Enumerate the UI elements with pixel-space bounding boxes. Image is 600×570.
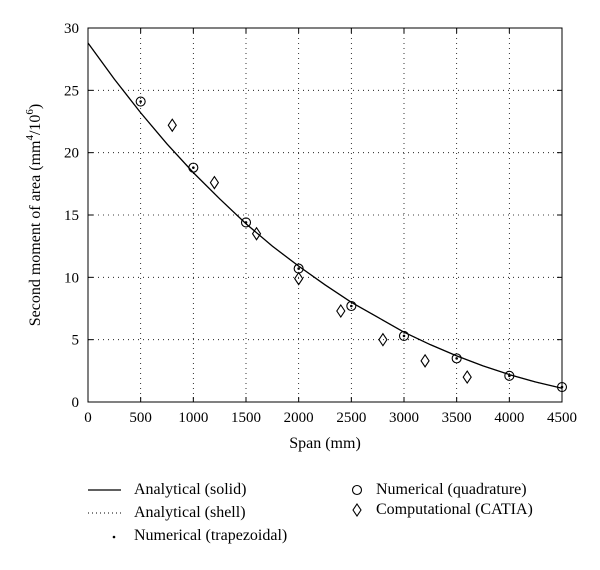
y-tick-label: 20	[64, 146, 79, 162]
catia-point	[294, 271, 304, 286]
legend-label: Numerical (trapezoidal)	[134, 527, 288, 545]
y-tick-label: 10	[64, 270, 79, 286]
diamond-icon	[352, 503, 362, 518]
y-tick-label: 5	[72, 333, 80, 349]
x-tick-label: 4000	[494, 410, 524, 426]
series-solid-line	[87, 42, 563, 389]
x-tick-label: 4500	[547, 410, 577, 426]
trapezoidal-point	[455, 357, 458, 360]
solid-line-path	[87, 42, 563, 389]
series-dot	[139, 100, 564, 389]
catia-point	[420, 353, 430, 368]
legend-item-analytical-solid: Analytical (solid)	[88, 480, 246, 500]
x-tick-label: 3000	[389, 410, 419, 426]
legend-label: Analytical (solid)	[134, 481, 247, 499]
y-tick-label: 30	[64, 21, 79, 37]
series-layer	[87, 42, 568, 393]
x-tick-label: 0	[84, 410, 92, 426]
dotted-line-path	[87, 42, 563, 389]
x-tick-label: 1500	[231, 410, 261, 426]
legend: Analytical (solid) Analytical (shell) Nu…	[0, 470, 600, 570]
legend-item-numerical-quadrature: Numerical (quadrature)	[350, 480, 527, 500]
legend-label: Numerical (quadrature)	[376, 481, 527, 499]
x-axis-title: Span (mm)	[289, 435, 361, 452]
plot-frame	[87, 27, 563, 403]
grid-lines	[88, 28, 562, 402]
x-tick-label: 500	[129, 410, 152, 426]
quadrature-point	[451, 353, 462, 364]
catia-point	[378, 332, 388, 347]
series-diamond	[167, 118, 472, 385]
trapezoidal-point	[244, 221, 248, 224]
legend-item-analytical-shell: Analytical (shell)	[88, 503, 246, 523]
quadrature-point	[188, 162, 199, 173]
dotted-line-icon	[88, 512, 121, 514]
axis-ticks: 0 500 1000 1500 2000 2500 3000 3500 4000 4500 0 5 10…	[64, 21, 577, 426]
legend-label: Analytical (shell)	[134, 504, 246, 522]
chart-plot: 0 500 1000 1500 2000 2500 3000 3500 4000 4500 0 5 10…	[24, 21, 577, 452]
dot-icon	[112, 536, 116, 539]
quadrature-point	[240, 217, 252, 228]
x-tick-label: 3500	[442, 410, 472, 426]
legend-item-numerical-trapezoidal: Numerical (trapezoidal)	[108, 526, 287, 546]
solid-line-icon	[88, 489, 121, 491]
series-circle	[135, 96, 568, 393]
catia-point	[209, 175, 220, 190]
y-axis-title: Second moment of area (mm4/106)	[24, 104, 44, 327]
trapezoidal-point	[297, 267, 300, 270]
trapezoidal-point	[350, 304, 353, 308]
trapezoidal-point	[402, 334, 406, 338]
trapezoidal-point	[192, 166, 195, 169]
x-tick-label: 2000	[284, 410, 314, 426]
circle-icon	[351, 485, 363, 496]
trapezoidal-point	[508, 374, 511, 378]
y-tick-label: 25	[64, 83, 79, 99]
catia-point	[251, 226, 262, 241]
quadrature-point	[135, 96, 146, 107]
legend-label: Computational (CATIA)	[376, 501, 533, 519]
quadrature-point	[346, 300, 357, 312]
y-tick-label: 15	[64, 208, 79, 224]
legend-item-computational-catia: Computational (CATIA)	[350, 500, 533, 520]
catia-point	[167, 118, 177, 133]
quadrature-point	[504, 370, 515, 381]
y-tick-label: 0	[72, 395, 80, 411]
catia-point	[462, 370, 472, 385]
series-dotted-line	[87, 42, 563, 389]
x-tick-label: 1000	[178, 410, 208, 426]
x-tick-label: 2500	[336, 410, 366, 426]
quadrature-point	[398, 330, 410, 341]
catia-point	[336, 304, 346, 318]
trapezoidal-point	[139, 100, 142, 103]
